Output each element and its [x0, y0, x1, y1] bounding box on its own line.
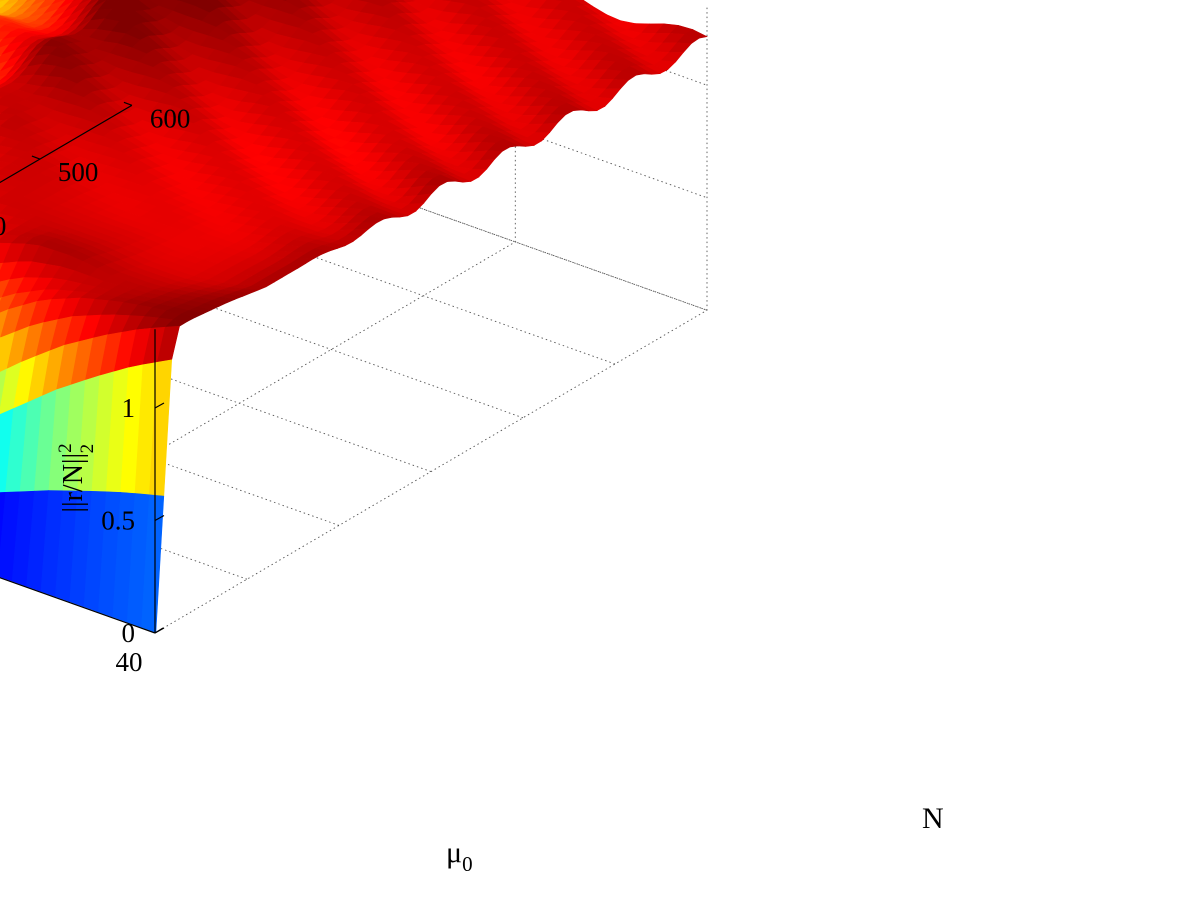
surface-patch — [141, 494, 165, 633]
x-tick-label: 600 — [150, 103, 191, 133]
z-tick-label: 0 — [122, 618, 136, 648]
surface-patch — [0, 0, 10, 8]
svg-text:||r/N||22: ||r/N||22 — [55, 443, 98, 512]
z-tick — [154, 627, 165, 634]
y-axis-label: μ0 — [446, 836, 473, 876]
y-axis-line — [0, 577, 156, 634]
x-grid-line — [0, 230, 524, 419]
y-tick-label: 40 — [116, 647, 143, 677]
z-tick-label: 1 — [122, 393, 136, 423]
axes: 1002003004005006001020304000.51 — [0, 101, 191, 677]
z-tick-label: 0.5 — [101, 506, 135, 536]
y-grid-line — [154, 6, 708, 634]
x-tick — [123, 101, 133, 106]
surface-mesh — [0, 0, 708, 633]
svg-text:μ0: μ0 — [446, 836, 473, 876]
z-tick — [154, 402, 165, 409]
z-axis-label: ||r/N||22 — [55, 443, 98, 512]
x-tick-label: 400 — [0, 211, 6, 241]
x-tick-label: 500 — [58, 157, 99, 187]
x-axis-label: N — [922, 802, 944, 835]
z-tick — [154, 514, 165, 522]
x-tick — [31, 155, 41, 160]
x-grid-line — [39, 0, 616, 365]
